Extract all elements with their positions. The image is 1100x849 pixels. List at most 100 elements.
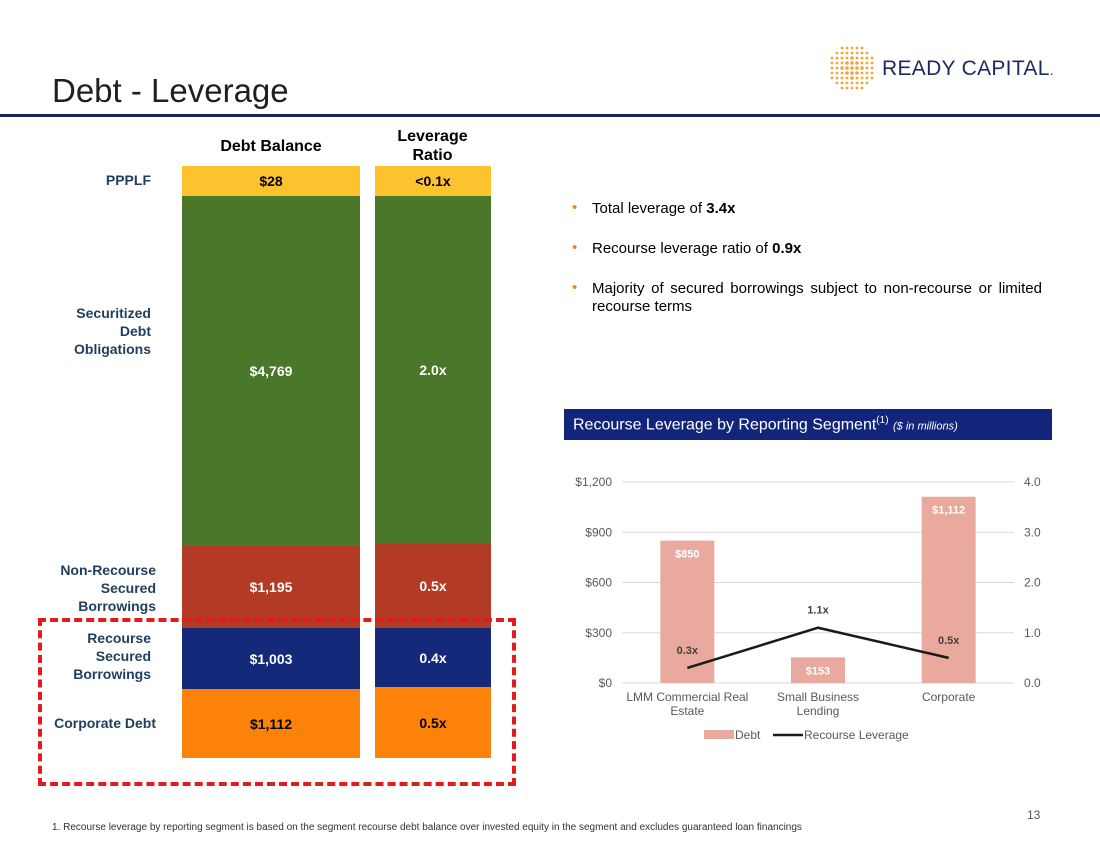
logo-dot [845, 46, 849, 50]
logo-dot [860, 46, 864, 50]
logo-dot [855, 56, 859, 60]
debt-bar-label: $1,112 [932, 505, 965, 517]
logo-dot [830, 71, 834, 75]
logo-dot [850, 81, 854, 85]
logo-dot [840, 76, 844, 80]
debt-bar [921, 496, 976, 683]
logo-dot [850, 56, 854, 60]
left-tick-label: $900 [585, 525, 612, 539]
debt-bar-label: $850 [675, 549, 699, 561]
logo-dot [840, 51, 844, 55]
logo-dot [850, 71, 854, 75]
logo-dot [855, 86, 859, 90]
page-number: 13 [1027, 808, 1041, 822]
logo-dot [860, 61, 864, 65]
logo-dot [840, 81, 844, 85]
ratio-recourse: 0.4x [375, 628, 491, 687]
logo-dot [870, 56, 874, 60]
logo-dot [865, 71, 869, 75]
logo-dot [840, 66, 844, 70]
logo-dot [830, 61, 834, 65]
logo-dot [845, 76, 849, 80]
logo-dot [835, 76, 839, 80]
logo-dot [840, 46, 844, 50]
legend-line-label: Recourse Leverage [804, 728, 909, 742]
row-label-securitized: Securitized Debt Obligations [74, 305, 151, 357]
category-label: Estate [670, 704, 704, 718]
right-tick-label: 1.0 [1024, 626, 1041, 640]
chart-title-bar: Recourse Leverage by Reporting Segment(1… [564, 409, 1052, 440]
leverage-point-label: 0.3x [677, 645, 699, 657]
category-label: Corporate [922, 690, 976, 704]
chart-title-footnote-ref: (1) [876, 415, 889, 426]
logo-dot [845, 86, 849, 90]
logo-dot [855, 76, 859, 80]
category-label: Small Business [777, 690, 859, 704]
logo-dot [840, 56, 844, 60]
logo-dot [870, 66, 874, 70]
balance-corporate: $1,112 [182, 689, 360, 758]
logo-dot [860, 51, 864, 55]
ratio-securitized: 2.0x [375, 196, 491, 544]
logo-dot [860, 71, 864, 75]
logo-dot [835, 51, 839, 55]
page-title: Debt - Leverage [52, 72, 289, 109]
bullet-dot-icon: • [572, 199, 578, 216]
logo-dot [845, 61, 849, 65]
logo-dot [865, 81, 869, 85]
logo-dot [860, 86, 864, 90]
logo-dot [845, 66, 849, 70]
row-label-corporate: Corporate Debt [54, 715, 156, 731]
right-tick-label: 0.0 [1024, 676, 1041, 690]
logo-dot [845, 56, 849, 60]
logo-dot [845, 71, 849, 75]
logo-dot [855, 81, 859, 85]
row-label-recourse: Recourse Secured Borrowings [73, 630, 151, 682]
balance-recourse: $1,003 [182, 628, 360, 689]
category-label: Lending [797, 704, 840, 718]
recourse-leverage-line [686, 626, 949, 670]
key-points-list: • Total leverage of 3.4x • Recourse leve… [572, 199, 1042, 338]
logo-dot [860, 66, 864, 70]
left-tick-label: $600 [585, 576, 612, 590]
logo-dot [845, 51, 849, 55]
logo-dot [835, 71, 839, 75]
chart-title: Recourse Leverage by Reporting Segment [573, 416, 877, 434]
debt-bar [791, 657, 845, 683]
bullet-total-leverage: • Total leverage of 3.4x [572, 199, 736, 217]
logo-dot [855, 61, 859, 65]
category-label: LMM Commercial Real [626, 690, 748, 704]
debt-bar-label: $153 [806, 665, 830, 677]
logo-dot [865, 61, 869, 65]
logo-dot [865, 56, 869, 60]
right-tick-label: 3.0 [1024, 525, 1041, 539]
logo-dot [835, 81, 839, 85]
recourse-leverage-chart: $0 $300 $600 $900 $1,200 0.0 1.0 2.0 3.0 4.0 $850 $… [575, 475, 1041, 742]
row-label-ppplf: PPPLF [105, 172, 151, 188]
left-tick-label: $300 [585, 626, 612, 640]
logo-dots-icon [830, 46, 874, 90]
logo-dot [835, 66, 839, 70]
logo-dot [850, 76, 854, 80]
ratio-non-recourse: 0.5x [375, 544, 491, 628]
logo-dot [830, 76, 834, 80]
leverage-ratio-header: Leverage Ratio [397, 128, 468, 164]
right-tick-label: 4.0 [1024, 475, 1041, 489]
logo-dot [870, 71, 874, 75]
logo-dot [850, 46, 854, 50]
left-tick-label: $1,200 [575, 475, 612, 489]
logo-dot [850, 66, 854, 70]
logo-dot [855, 71, 859, 75]
logo-dot [855, 66, 859, 70]
logo-dot [865, 51, 869, 55]
logo-dot [855, 46, 859, 50]
bullet-secured-borrowings: • Majority of secured borrowings subject… [572, 279, 1042, 315]
logo-dot [850, 51, 854, 55]
bullet-dot-icon: • [572, 239, 578, 256]
balance-non-recourse: $1,195 [182, 546, 360, 628]
logo-dot [830, 56, 834, 60]
logo-dot [840, 86, 844, 90]
company-logo: READY CAPITAL. [828, 44, 1068, 92]
logo-dot [840, 61, 844, 65]
leverage-point-label: 0.5x [938, 635, 960, 647]
